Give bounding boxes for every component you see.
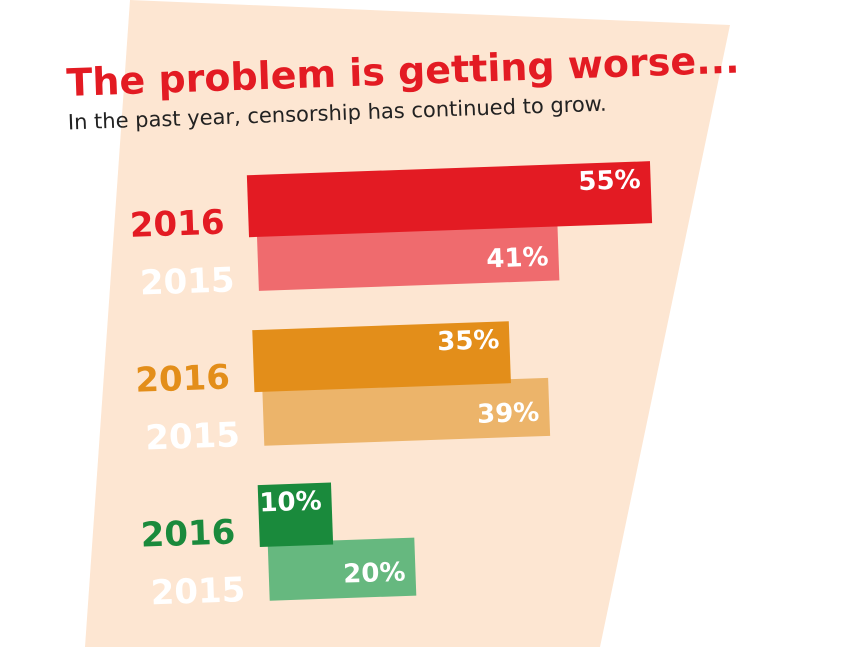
value-label: 20%	[343, 557, 406, 589]
background-shape	[85, 0, 730, 647]
category-label: 2015	[139, 260, 235, 303]
category-label: 2015	[145, 415, 241, 458]
bar	[262, 377, 551, 446]
category-label: 2016	[140, 512, 236, 555]
bar	[246, 161, 653, 238]
category-label: 2016	[129, 203, 225, 246]
value-label: 35%	[437, 325, 500, 357]
category-label: 2015	[150, 570, 246, 613]
bar	[267, 537, 417, 601]
category-label: 2016	[135, 357, 231, 400]
value-label: 10%	[259, 486, 322, 518]
bar	[256, 222, 560, 291]
value-label: 55%	[578, 165, 641, 197]
bar	[257, 482, 334, 548]
value-label: 41%	[486, 242, 549, 274]
bar	[252, 321, 511, 393]
value-label: 39%	[477, 398, 540, 430]
